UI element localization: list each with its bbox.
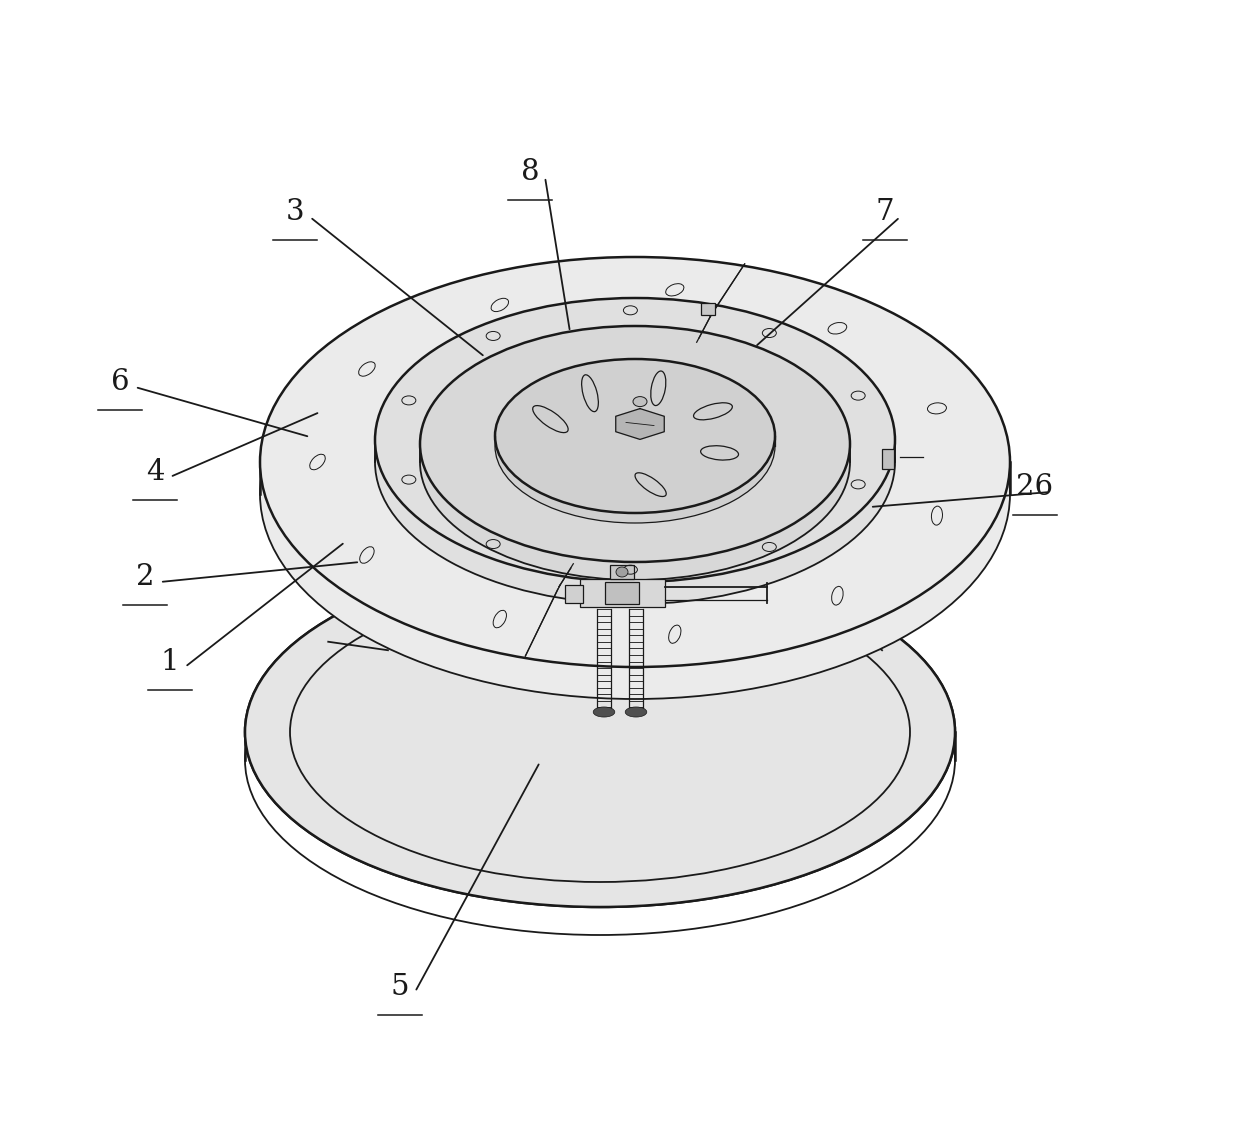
Ellipse shape	[246, 557, 955, 907]
Polygon shape	[579, 697, 651, 781]
Bar	[701, 304, 715, 315]
Text: 4: 4	[146, 458, 164, 486]
Ellipse shape	[495, 359, 775, 513]
Polygon shape	[739, 690, 811, 828]
Ellipse shape	[420, 344, 849, 580]
Polygon shape	[616, 409, 665, 440]
Text: 3: 3	[285, 198, 304, 226]
Bar	[882, 449, 894, 469]
Bar	[564, 585, 583, 603]
Text: 7: 7	[875, 198, 894, 226]
Polygon shape	[409, 689, 481, 773]
Ellipse shape	[593, 707, 615, 717]
Ellipse shape	[616, 566, 627, 577]
Ellipse shape	[374, 320, 895, 604]
Ellipse shape	[260, 257, 1011, 667]
Bar	[579, 579, 665, 608]
Polygon shape	[739, 690, 811, 770]
Text: 26: 26	[1017, 473, 1054, 501]
Text: 1: 1	[161, 648, 180, 676]
Bar	[610, 565, 634, 579]
Polygon shape	[409, 689, 481, 836]
Ellipse shape	[374, 298, 895, 582]
Ellipse shape	[625, 707, 647, 717]
Bar	[605, 582, 639, 604]
Ellipse shape	[420, 325, 849, 562]
Text: 8: 8	[521, 158, 539, 186]
Text: 2: 2	[135, 563, 154, 592]
Ellipse shape	[495, 359, 775, 513]
Ellipse shape	[260, 289, 1011, 699]
Ellipse shape	[290, 582, 910, 882]
Ellipse shape	[495, 369, 775, 523]
Ellipse shape	[632, 396, 647, 407]
Text: 6: 6	[110, 368, 129, 396]
Ellipse shape	[246, 557, 955, 907]
Ellipse shape	[374, 298, 895, 582]
Ellipse shape	[420, 325, 849, 562]
Ellipse shape	[260, 257, 1011, 667]
Polygon shape	[579, 697, 651, 844]
Text: 5: 5	[391, 973, 409, 1002]
